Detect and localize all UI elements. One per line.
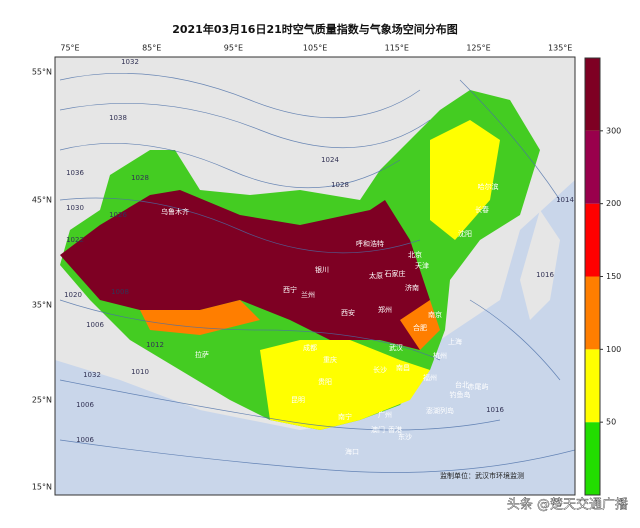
city-label: 拉萨: [195, 350, 209, 359]
city-label: 西宁: [283, 285, 297, 294]
city-label: 北京: [408, 250, 422, 259]
city-label: 济南: [405, 283, 419, 292]
lon-label: 135°E: [548, 44, 572, 53]
city-label: 海口: [345, 447, 359, 456]
lon-label: 95°E: [224, 44, 243, 53]
colorbar-label: 150: [606, 272, 621, 281]
city-label: 福州: [423, 373, 437, 382]
city-label: 石家庄: [385, 269, 406, 278]
isobar-label: 1022: [66, 236, 84, 244]
city-label: 西安: [341, 308, 355, 317]
isobar-label: 1030: [66, 204, 84, 212]
lat-label: 45°N: [32, 196, 52, 205]
city-label: 贵阳: [318, 377, 332, 386]
colorbar-segment: [585, 422, 600, 495]
city-label: 重庆: [323, 355, 337, 364]
city-label: 澎湖列岛: [426, 406, 454, 415]
isobar-label: 1012: [146, 341, 164, 349]
footer: 监制单位：武汉市环境监测: [440, 471, 524, 480]
isobar-label: 1014: [556, 196, 574, 204]
city-label: 兰州: [301, 290, 315, 299]
isobar-label: 1016: [536, 271, 554, 279]
city-label: 赤尾屿: [468, 382, 489, 391]
lat-label: 35°N: [32, 301, 52, 310]
city-label: 武汉: [389, 343, 403, 352]
city-label: 沈阳: [458, 229, 472, 238]
city-label: 澳门: [371, 425, 385, 434]
lon-label: 85°E: [142, 44, 161, 53]
isobar-label: 1038: [109, 114, 127, 122]
colorbar-segment: [585, 276, 600, 350]
city-label: 上海: [448, 337, 462, 346]
city-label: 乌鲁木齐: [161, 207, 189, 216]
isobar-label: 1016: [486, 406, 504, 414]
isobar-label: 1032: [121, 58, 139, 66]
city-label: 昆明: [291, 396, 305, 404]
city-label: 南京: [428, 310, 442, 319]
isobar-label: 1028: [331, 181, 349, 189]
lon-label: 75°E: [60, 44, 79, 53]
city-label: 香港: [388, 425, 402, 434]
city-label: 哈尔滨: [478, 182, 499, 191]
lat-label: 55°N: [32, 68, 52, 77]
city-label: 广州: [378, 410, 392, 419]
map-frame: [54, 56, 576, 496]
city-label: 南昌: [396, 363, 410, 372]
city-label: 杭州: [433, 351, 447, 360]
city-label: 南宁: [338, 412, 352, 421]
lat-label: 25°N: [32, 396, 52, 405]
city-label: 呼和浩特: [356, 239, 384, 248]
lon-label: 105°E: [303, 44, 327, 53]
city-label: 郑州: [378, 306, 392, 314]
isobar-label: 1020: [64, 291, 82, 299]
watermark: 头条 @楚天交通广播: [507, 497, 628, 513]
city-label: 长沙: [373, 365, 387, 374]
isobar-label: 1024: [321, 156, 339, 164]
city-label: 合肥: [413, 323, 427, 332]
colorbar-segment: [585, 349, 600, 423]
city-label: 东沙: [398, 432, 412, 441]
isobar-label: 1026: [109, 211, 127, 219]
map-area: [55, 57, 575, 495]
isobar-label: 1006: [86, 321, 104, 329]
isobar-label: 1036: [66, 169, 84, 177]
colorbar-segment: [585, 203, 600, 277]
colorbar-label: 200: [606, 199, 621, 208]
colorbar-segment: [585, 130, 600, 204]
city-label: 银川: [315, 265, 329, 274]
city-label: 成都: [303, 343, 317, 352]
colorbar-label: 100: [606, 345, 621, 354]
isobar-label: 1008: [111, 288, 129, 296]
city-label: 长春: [475, 205, 489, 214]
isobar-label: 1028: [131, 174, 149, 182]
lon-label: 125°E: [466, 44, 490, 53]
colorbar-label: 300: [606, 126, 621, 135]
isobar-label: 1006: [76, 401, 94, 409]
colorbar-label: 50: [606, 418, 616, 427]
isobar-label: 1010: [131, 368, 149, 376]
city-label: 台北: [455, 380, 469, 389]
lon-label: 115°E: [385, 44, 409, 53]
isobar-label: 1006: [76, 436, 94, 444]
lat-label: 15°N: [32, 483, 52, 492]
isobar-label: 1032: [83, 371, 101, 379]
city-label: 天津: [415, 262, 429, 270]
colorbar-segment: [585, 58, 600, 131]
city-label: 太原: [369, 271, 383, 280]
city-label: 钓鱼岛: [450, 390, 471, 399]
title: 2021年03月16日21时空气质量指数与气象场空间分布图: [172, 22, 458, 36]
